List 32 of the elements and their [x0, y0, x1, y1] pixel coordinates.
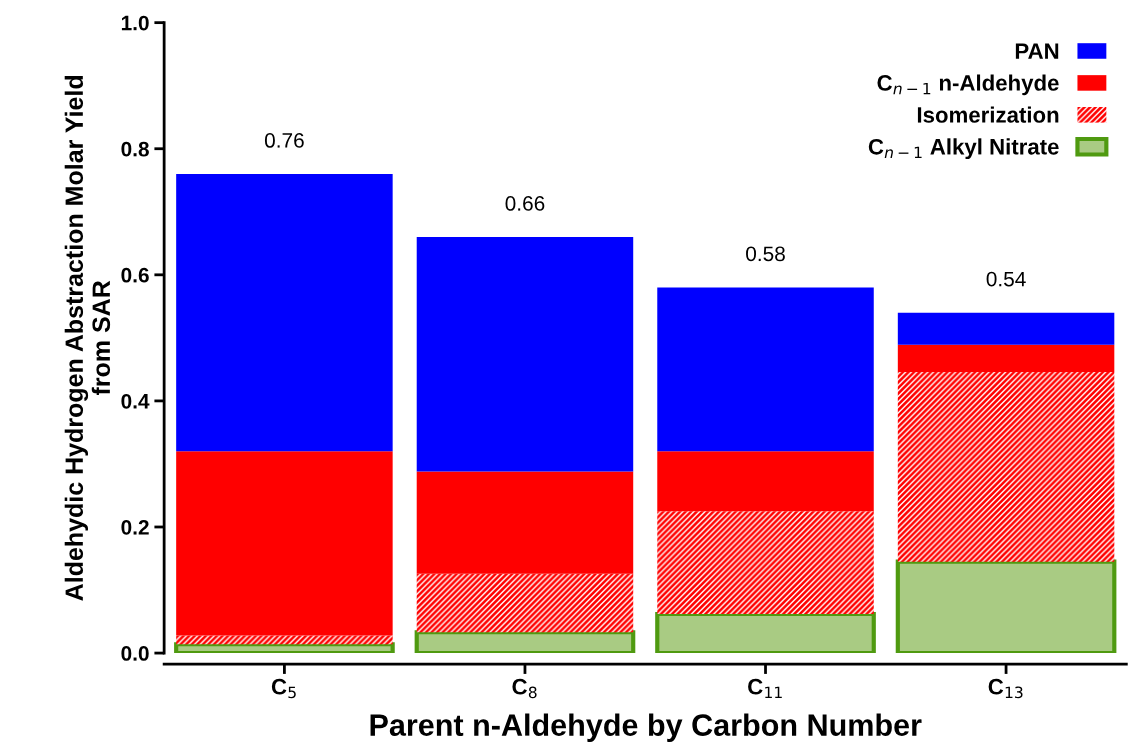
x-tick-label: C$_{8}$: [512, 678, 537, 699]
y-tick-label: 1.0: [121, 15, 149, 31]
bar: [176, 173, 393, 452]
bar: [657, 287, 874, 452]
bar: [657, 511, 874, 614]
bar: [897, 312, 1115, 345]
total-label: 0.58: [746, 246, 785, 262]
legend-label: PAN: [1015, 43, 1059, 59]
y-tick-label: 0.2: [121, 519, 149, 535]
bar: [897, 371, 1115, 562]
bar: [897, 344, 1115, 372]
bar: [657, 451, 874, 512]
total-label: 0.66: [505, 196, 545, 211]
x-axis-title: Parent n-Aldehyde by Carbon Number: [370, 713, 922, 742]
bar: [176, 635, 393, 645]
total-label: 0.76: [264, 133, 304, 148]
y-tick-label: 0.0: [121, 646, 149, 661]
legend-label: C$_{n−1}$ n-Aldehyde: [877, 74, 1059, 96]
x-tick-label: C$_{13}$: [988, 678, 1023, 699]
y-tick-label: 0.6: [121, 267, 149, 283]
legend-label: Isomerization: [917, 106, 1059, 123]
y-axis-title: Aldehydic Hydrogen Abstraction Molar Yield from SAR: [64, 76, 111, 601]
bar: [176, 451, 393, 636]
total-label: 0.54: [986, 271, 1026, 287]
x-tick-label: C$_{5}$: [271, 678, 296, 699]
legend-label: C$_{n−1}$ Alkyl Nitrate: [868, 138, 1059, 160]
y-tick-label: 0.8: [121, 141, 149, 157]
x-tick-label: C$_{11}$: [748, 678, 782, 698]
y-tick-label: 0.4: [121, 393, 150, 409]
bar: [416, 471, 634, 574]
bar: [416, 236, 634, 472]
bar: [416, 573, 634, 633]
